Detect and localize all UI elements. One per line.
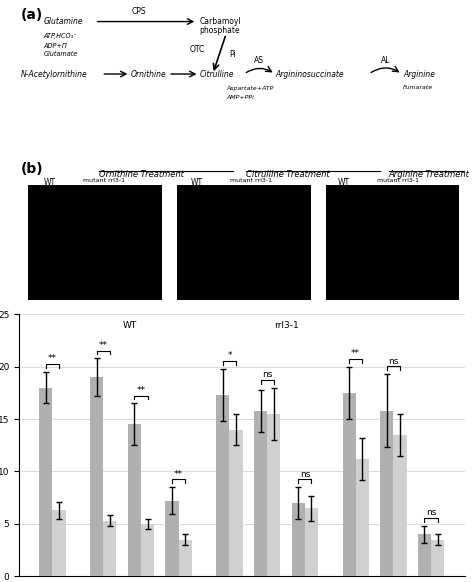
- Bar: [90, 377, 103, 576]
- Text: WT: WT: [44, 178, 56, 187]
- Text: ns: ns: [426, 508, 436, 517]
- Bar: [356, 459, 369, 576]
- Bar: [216, 395, 229, 576]
- Bar: [128, 424, 141, 576]
- Text: Fumarate: Fumarate: [403, 84, 433, 90]
- Text: WT: WT: [191, 178, 203, 187]
- Text: ns: ns: [388, 357, 399, 365]
- FancyBboxPatch shape: [326, 184, 459, 300]
- Text: **: **: [137, 386, 146, 395]
- FancyBboxPatch shape: [177, 184, 311, 300]
- Text: Ornithine Treatment: Ornithine Treatment: [99, 170, 184, 179]
- Bar: [292, 503, 305, 576]
- Text: AMP+PPi: AMP+PPi: [226, 95, 254, 100]
- Bar: [393, 435, 407, 576]
- Text: ns: ns: [300, 470, 310, 478]
- Text: phosphate: phosphate: [200, 27, 240, 36]
- Bar: [418, 534, 431, 576]
- Bar: [103, 521, 117, 576]
- Text: Arginine: Arginine: [403, 69, 435, 79]
- Text: WT: WT: [122, 321, 137, 330]
- Bar: [39, 388, 53, 576]
- Bar: [229, 430, 243, 576]
- Text: (b): (b): [21, 162, 44, 176]
- Text: mutant rrl3-1: mutant rrl3-1: [82, 178, 125, 183]
- Bar: [305, 508, 318, 576]
- Text: CPS: CPS: [132, 6, 146, 16]
- Bar: [179, 540, 192, 576]
- Bar: [267, 414, 280, 576]
- Text: Pi: Pi: [229, 50, 236, 59]
- Text: Ornithine: Ornithine: [130, 69, 166, 79]
- Text: **: **: [351, 349, 360, 359]
- Text: Glutamate: Glutamate: [44, 51, 78, 57]
- Text: N-Acetylornithine: N-Acetylornithine: [21, 69, 88, 79]
- Text: AL: AL: [381, 55, 390, 65]
- Text: (a): (a): [21, 8, 44, 22]
- Text: **: **: [174, 470, 183, 478]
- Text: WT: WT: [338, 178, 350, 187]
- Bar: [343, 393, 356, 576]
- Text: Aspartate+ATP: Aspartate+ATP: [226, 86, 273, 91]
- Bar: [165, 501, 179, 576]
- Text: Glutamine: Glutamine: [44, 17, 83, 26]
- Text: *: *: [227, 352, 232, 360]
- Text: Carbamoyl: Carbamoyl: [200, 17, 241, 26]
- Text: ATP,HCO₃⁻: ATP,HCO₃⁻: [44, 33, 77, 39]
- Text: mutant rrl3-1: mutant rrl3-1: [377, 178, 419, 183]
- Bar: [380, 411, 393, 576]
- Bar: [431, 540, 444, 576]
- Text: ADP+Π: ADP+Π: [44, 42, 67, 48]
- FancyBboxPatch shape: [28, 184, 162, 300]
- Text: OTC: OTC: [190, 45, 205, 54]
- Text: ns: ns: [262, 370, 273, 379]
- Text: Arginine Treatment: Arginine Treatment: [389, 170, 470, 179]
- Text: Argininosuccinate: Argininosuccinate: [275, 69, 344, 79]
- Bar: [141, 524, 154, 576]
- Text: Citrulline: Citrulline: [200, 69, 234, 79]
- Text: mutant rrl3-1: mutant rrl3-1: [229, 178, 272, 183]
- Text: **: **: [48, 354, 57, 363]
- Bar: [254, 411, 267, 576]
- Text: **: **: [99, 341, 108, 350]
- Text: AS: AS: [254, 55, 264, 65]
- Bar: [53, 510, 65, 576]
- Text: Citrulline Treatment: Citrulline Treatment: [246, 170, 330, 179]
- Text: rrl3-1: rrl3-1: [273, 321, 299, 330]
